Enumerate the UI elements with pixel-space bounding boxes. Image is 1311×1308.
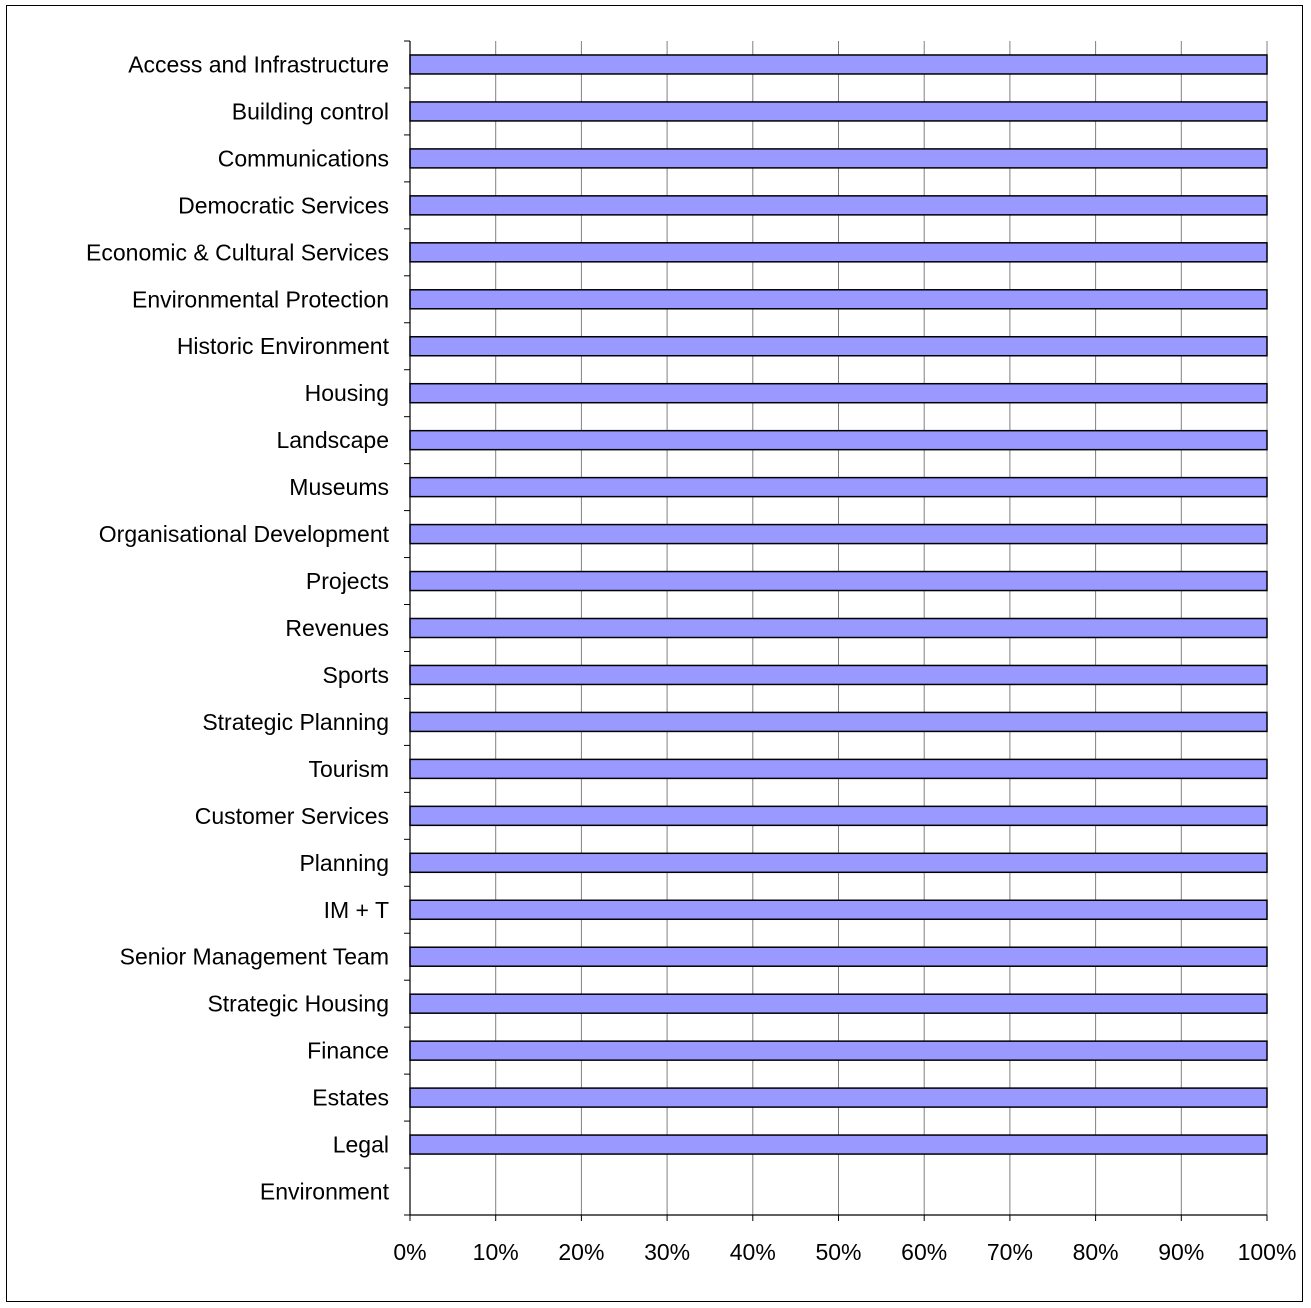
bar [409,1134,1268,1155]
x-tick-label: 50% [815,1239,861,1265]
bar [409,242,1268,263]
bar [409,335,1268,357]
bar [409,805,1268,827]
category-label: Museums [289,474,389,500]
x-tick-label: 100% [1238,1239,1297,1265]
bars [409,54,1268,1155]
bar [409,429,1268,451]
bar [409,382,1268,404]
category-label: Planning [299,850,389,876]
category-label: Legal [333,1132,389,1158]
bar [409,1040,1268,1061]
category-labels: Access and Infrastructure Building contro… [86,51,390,1204]
category-label: Estates [312,1085,389,1111]
category-label: Projects [306,568,389,594]
category-label: Customer Services [195,803,389,829]
x-tick-labels: 0% 10% 20% 30% 40% 50% 60% 70% 80% 90% 100% [393,1239,1296,1265]
category-label: Tourism [308,756,389,782]
category-label: Finance [307,1038,389,1064]
bar [409,852,1268,874]
category-label: Strategic Housing [207,991,389,1017]
bar [409,476,1268,498]
chart-frame [6,5,1303,1302]
x-tick-label: 80% [1073,1239,1119,1265]
bar [409,664,1268,686]
x-tick-label: 70% [987,1239,1033,1265]
x-tick-label: 20% [558,1239,604,1265]
x-tick-label: 30% [644,1239,690,1265]
bar [409,289,1268,310]
category-label: Senior Management Team [120,944,389,970]
category-label: Access and Infrastructure [128,51,389,77]
x-tick-label: 40% [730,1239,776,1265]
x-tick-label: 0% [393,1239,426,1265]
category-label: Sports [323,662,389,688]
x-tick-label: 90% [1158,1239,1204,1265]
bar [409,148,1268,169]
bar [409,570,1268,592]
category-label: Historic Environment [177,333,390,359]
bar [409,523,1268,545]
category-label: Environment [260,1179,390,1205]
bar [409,54,1268,75]
category-label: Revenues [285,615,389,641]
category-label: Environmental Protection [132,286,389,312]
bar [409,758,1268,780]
x-tick-label: 10% [473,1239,519,1265]
category-label: Housing [305,380,389,406]
x-tick-label: 60% [901,1239,947,1265]
category-label: Economic & Cultural Services [86,239,389,265]
bar [409,993,1268,1014]
category-label: Democratic Services [178,192,389,218]
bar [409,899,1268,921]
bar [409,195,1268,216]
category-label: Communications [218,145,389,171]
category-label: Building control [232,98,389,124]
bar [409,1087,1268,1108]
bar [409,711,1268,733]
bar [409,617,1268,639]
axes [404,40,1268,1221]
category-label: Organisational Development [99,521,390,547]
category-label: IM + T [324,897,389,923]
category-label: Landscape [276,427,389,453]
bar [409,946,1268,967]
category-label: Strategic Planning [202,709,389,735]
bar [409,101,1268,122]
